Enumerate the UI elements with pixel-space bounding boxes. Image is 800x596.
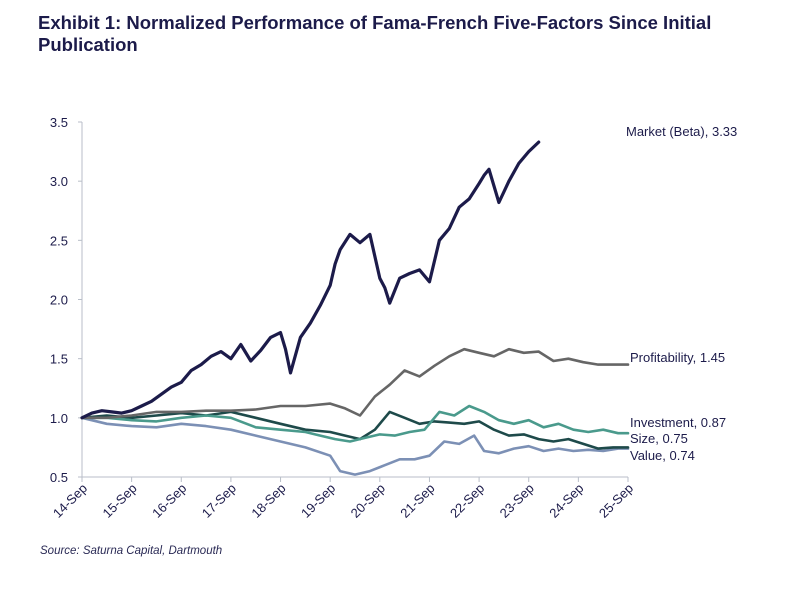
end-label-size: Size, 0.75 <box>630 431 688 446</box>
x-tick-label: 22-Sep <box>447 481 487 521</box>
y-tick-label: 0.5 <box>50 470 68 485</box>
x-tick-label: 21-Sep <box>397 481 437 521</box>
source-note: Source: Saturna Capital, Dartmouth <box>40 545 223 557</box>
y-tick-label: 2.5 <box>50 233 68 248</box>
y-tick-label: 2.0 <box>50 293 68 308</box>
x-tick-label: 16-Sep <box>149 481 189 521</box>
series-lines <box>80 140 630 476</box>
x-tick-label: 24-Sep <box>546 481 586 521</box>
end-label-profitability: Profitability, 1.45 <box>630 350 725 365</box>
x-tick-label: 18-Sep <box>248 481 288 521</box>
series-line-investment <box>80 404 630 443</box>
x-tick-label: 14-Sep <box>50 481 90 521</box>
x-tick-label: 19-Sep <box>298 481 338 521</box>
series-line-profitability <box>80 347 630 420</box>
series-end-labels: Market (Beta), 3.33 Profitability, 1.45 In… <box>626 124 737 463</box>
y-tick-label: 1.0 <box>50 411 68 426</box>
x-tick-label: 23-Sep <box>497 481 537 521</box>
end-label-investment: Investment, 0.87 <box>630 415 726 430</box>
y-tick-label: 3.0 <box>50 174 68 189</box>
end-label-market-beta: Market (Beta), 3.33 <box>626 124 737 139</box>
y-tick-label: 1.5 <box>50 352 68 367</box>
x-tick-label: 17-Sep <box>199 481 239 521</box>
chart-title: Exhibit 1: Normalized Performance of Fam… <box>38 12 712 55</box>
y-tick-label: 3.5 <box>50 115 68 130</box>
series-line-market-beta <box>80 140 541 420</box>
x-tick-label: 15-Sep <box>100 481 140 521</box>
x-tick-label: 25-Sep <box>596 481 636 521</box>
axes: 0.51.01.52.02.53.03.514-Sep 15-Sep 16-Sep 1… <box>50 115 636 521</box>
series-line-size <box>80 410 630 450</box>
x-tick-label: 20-Sep <box>348 481 388 521</box>
end-label-value: Value, 0.74 <box>630 448 695 463</box>
series-line-value <box>80 416 630 476</box>
